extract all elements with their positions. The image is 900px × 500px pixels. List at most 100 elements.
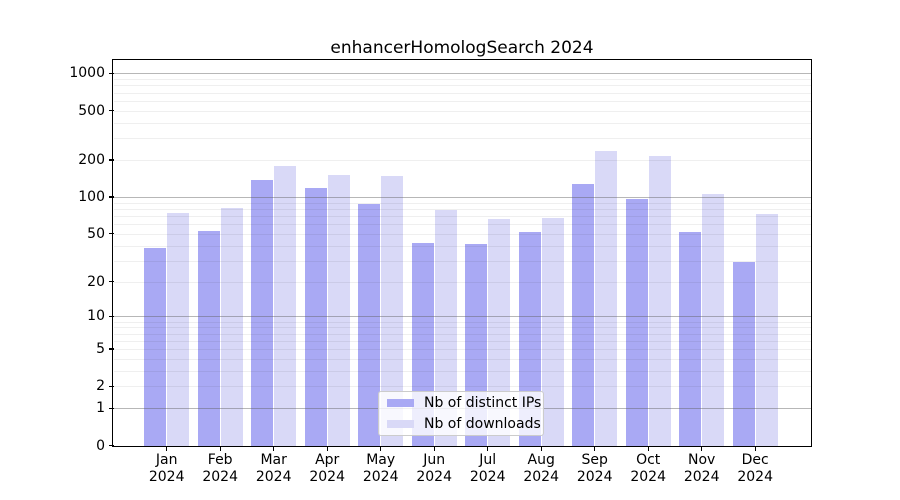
x-tick-mark-mar bbox=[273, 446, 275, 451]
legend-item-distinct-ips: Nb of distinct IPs bbox=[387, 394, 541, 412]
x-tick-label-nov: Nov 2024 bbox=[683, 452, 720, 485]
bar-downloads-feb bbox=[220, 207, 243, 446]
legend-swatch-downloads bbox=[387, 420, 414, 428]
y-tick-label-500: 500 bbox=[78, 102, 105, 119]
y-tick-mark-500 bbox=[108, 110, 114, 112]
y-tick-label-100: 100 bbox=[78, 188, 105, 205]
gridline-minor-4 bbox=[113, 358, 811, 360]
gridline-minor-7 bbox=[113, 333, 811, 335]
x-tick-mark-may bbox=[380, 446, 382, 451]
bar-distinct-ips-oct bbox=[625, 198, 648, 446]
y-tick-label-10: 10 bbox=[87, 308, 105, 325]
gridline-minor-800 bbox=[113, 85, 811, 87]
x-tick-mark-jul bbox=[487, 446, 489, 451]
gridline-minor-80 bbox=[113, 208, 811, 210]
x-tick-label-aug: Aug 2024 bbox=[523, 452, 559, 485]
y-tick-label-200: 200 bbox=[78, 151, 105, 168]
y-tick-mark-1 bbox=[108, 407, 114, 409]
y-tick-label-2: 2 bbox=[96, 378, 105, 395]
x-tick-mark-dec bbox=[754, 446, 756, 451]
x-tick-mark-oct bbox=[647, 446, 649, 451]
gridline-minor-90 bbox=[113, 202, 811, 204]
y-tick-label-1000: 1000 bbox=[69, 65, 105, 82]
gridline-minor-200 bbox=[113, 159, 811, 161]
gridline-minor-500 bbox=[113, 110, 811, 112]
bar-downloads-jan bbox=[167, 212, 190, 446]
bar-distinct-ips-dec bbox=[732, 262, 755, 446]
bar-downloads-dec bbox=[755, 213, 778, 446]
x-tick-mark-apr bbox=[326, 446, 328, 451]
bar-downloads-may bbox=[381, 175, 404, 446]
gridline-minor-8 bbox=[113, 327, 811, 329]
bar-distinct-ips-nov bbox=[679, 231, 702, 446]
bar-downloads-aug bbox=[541, 218, 564, 446]
bar-distinct-ips-apr bbox=[304, 187, 327, 446]
x-tick-label-dec: Dec 2024 bbox=[737, 452, 773, 485]
gridline-major-1000 bbox=[113, 73, 811, 75]
y-tick-label-1: 1 bbox=[96, 400, 105, 417]
legend-label-downloads: Nb of downloads bbox=[424, 416, 541, 432]
bar-downloads-nov bbox=[702, 193, 725, 446]
gridline-minor-2 bbox=[113, 386, 811, 388]
gridline-minor-300 bbox=[113, 138, 811, 140]
legend-item-downloads: Nb of downloads bbox=[387, 415, 541, 433]
gridline-minor-40 bbox=[113, 245, 811, 247]
y-tick-mark-1000 bbox=[108, 72, 114, 75]
chart-title: enhancerHomologSearch 2024 bbox=[330, 38, 594, 58]
bar-distinct-ips-mar bbox=[251, 179, 274, 446]
x-tick-label-oct: Oct 2024 bbox=[630, 452, 666, 485]
y-tick-mark-2 bbox=[108, 385, 114, 388]
y-tick-label-0: 0 bbox=[96, 437, 105, 454]
y-tick-mark-10 bbox=[108, 315, 114, 318]
plot-area bbox=[113, 60, 811, 446]
x-tick-label-jul: Jul 2024 bbox=[469, 452, 506, 485]
bar-distinct-ips-sep bbox=[572, 183, 595, 446]
gridline-minor-6 bbox=[113, 340, 811, 342]
gridline-minor-9 bbox=[113, 321, 811, 323]
gridline-minor-3 bbox=[113, 370, 811, 372]
gridline-minor-900 bbox=[113, 79, 811, 81]
y-tick-label-5: 5 bbox=[96, 341, 105, 357]
y-tick-mark-200 bbox=[108, 159, 114, 161]
gridline-minor-30 bbox=[113, 260, 811, 262]
x-tick-mark-sep bbox=[594, 446, 596, 451]
y-tick-label-50: 50 bbox=[87, 225, 105, 242]
gridline-minor-400 bbox=[113, 122, 811, 124]
legend: Nb of distinct IPs Nb of downloads bbox=[378, 391, 544, 436]
legend-swatch-distinct-ips bbox=[387, 399, 414, 407]
x-tick-mark-nov bbox=[701, 446, 703, 451]
gridline-minor-70 bbox=[113, 215, 811, 217]
grid-layer bbox=[113, 60, 811, 446]
x-tick-label-may: May 2024 bbox=[362, 452, 399, 485]
bar-downloads-jun bbox=[434, 210, 457, 446]
x-tick-mark-jun bbox=[433, 446, 435, 451]
x-tick-label-jan: Jan 2024 bbox=[148, 452, 185, 485]
bar-distinct-ips-may bbox=[358, 203, 381, 446]
gridline-major-10 bbox=[113, 316, 811, 318]
y-tick-mark-20 bbox=[108, 280, 114, 283]
gridline-minor-700 bbox=[113, 92, 811, 94]
gridline-major-100 bbox=[113, 196, 811, 198]
bar-downloads-jul bbox=[488, 219, 511, 446]
bar-distinct-ips-feb bbox=[197, 230, 220, 446]
x-tick-label-sep: Sep 2024 bbox=[576, 452, 613, 485]
x-tick-label-feb: Feb 2024 bbox=[202, 452, 238, 485]
y-tick-mark-50 bbox=[108, 233, 114, 235]
y-tick-mark-0 bbox=[108, 444, 114, 447]
y-tick-label-20: 20 bbox=[87, 273, 105, 290]
y-tick-mark-100 bbox=[108, 196, 114, 198]
bar-downloads-sep bbox=[595, 151, 618, 446]
gridline-minor-20 bbox=[113, 281, 811, 283]
gridline-minor-60 bbox=[113, 224, 811, 226]
bar-distinct-ips-jan bbox=[144, 248, 167, 446]
x-tick-label-jun: Jun 2024 bbox=[416, 452, 452, 485]
gridline-minor-50 bbox=[113, 233, 811, 235]
x-tick-mark-feb bbox=[219, 446, 221, 451]
x-tick-mark-jan bbox=[166, 446, 168, 451]
bar-downloads-mar bbox=[274, 165, 297, 446]
x-tick-label-mar: Mar 2024 bbox=[255, 452, 292, 485]
x-tick-mark-aug bbox=[540, 446, 542, 451]
x-tick-label-apr: Apr 2024 bbox=[309, 452, 345, 485]
bar-downloads-oct bbox=[648, 155, 671, 446]
